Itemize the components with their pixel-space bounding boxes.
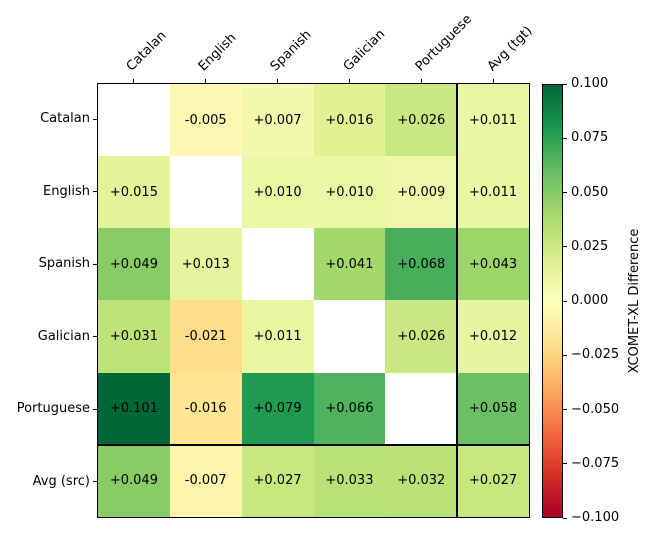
heatmap-cell: +0.016 [313, 84, 386, 157]
heatmap-cell [241, 228, 314, 301]
heatmap-cell: +0.066 [313, 372, 386, 445]
heatmap-cell: +0.010 [241, 156, 314, 229]
heatmap-cell: +0.009 [385, 156, 458, 229]
column-label: Catalan [123, 28, 170, 75]
heatmap-cell: -0.007 [169, 444, 242, 517]
heatmap-cell: -0.021 [169, 300, 242, 373]
colorbar [542, 84, 563, 518]
colorbar-tick-label: −0.075 [571, 455, 620, 471]
colorbar-tick [563, 463, 567, 465]
heatmap-cell: +0.031 [98, 300, 170, 373]
column-tick [276, 78, 278, 83]
row-label: Spanish [38, 256, 90, 272]
heatmap-cell: +0.058 [457, 372, 529, 445]
heatmap-cell: +0.011 [457, 156, 529, 229]
row-label: Portuguese [16, 401, 90, 417]
avg-row-separator-line [98, 443, 529, 446]
row-tick [92, 336, 97, 338]
heatmap-cell: +0.079 [241, 372, 314, 445]
colorbar-tick [563, 517, 567, 519]
heatmap-cell: -0.016 [169, 372, 242, 445]
colorbar-gradient [543, 85, 562, 517]
column-tick [421, 78, 423, 83]
colorbar-tick-label: 0.050 [571, 184, 609, 200]
row-tick [92, 191, 97, 193]
heatmap-cell: +0.027 [241, 444, 314, 517]
heatmap-cell: +0.033 [313, 444, 386, 517]
column-tick [493, 78, 495, 83]
heatmap-cell: +0.026 [385, 84, 458, 157]
colorbar-tick [563, 409, 567, 410]
heatmap-grid: -0.005 +0.007 +0.016 +0.026 +0.011 +0.015 +0.0… [98, 84, 529, 517]
column-tick [132, 78, 134, 83]
heatmap-cell: +0.068 [385, 228, 458, 301]
column-label: English [195, 30, 240, 75]
row-label: English [43, 183, 90, 199]
column-label: Galician [340, 26, 388, 75]
heatmap-cell: +0.012 [457, 300, 529, 373]
colorbar-axis-label: XCOMET-XL Difference [627, 228, 642, 374]
row-tick [92, 118, 97, 120]
heatmap-cell: +0.026 [385, 300, 458, 373]
heatmap-cell: +0.101 [98, 372, 170, 445]
column-label: Spanish [268, 27, 316, 75]
heatmap-cell: -0.005 [169, 84, 242, 157]
heatmap-cell: +0.013 [169, 228, 242, 301]
heatmap-cell: +0.032 [385, 444, 458, 517]
row-tick [92, 408, 97, 410]
colorbar-tick [563, 246, 567, 248]
heatmap-cell: +0.010 [313, 156, 386, 229]
column-tick [204, 78, 206, 83]
column-label: Avg (tgt) [484, 23, 536, 75]
column-tick [349, 78, 351, 83]
colorbar-tick [563, 192, 567, 193]
row-tick [92, 263, 97, 265]
colorbar-tick-label: −0.100 [571, 510, 620, 525]
heatmap-cell: +0.027 [457, 444, 529, 517]
row-label: Galician [37, 328, 90, 344]
heatmap-cell [385, 372, 458, 445]
heatmap-cell: +0.049 [98, 228, 170, 301]
row-tick [92, 481, 97, 483]
heatmap-cell: +0.011 [241, 300, 314, 373]
heatmap-cell [313, 300, 386, 373]
colorbar-tick [563, 83, 567, 85]
avg-column-separator-line [456, 84, 458, 517]
heatmap-cell: +0.011 [457, 84, 529, 157]
colorbar-tick-label: 0.100 [571, 76, 609, 91]
heatmap-cell: +0.015 [98, 156, 170, 229]
heatmap-cell: +0.043 [457, 228, 529, 301]
heatmap-cell [98, 84, 170, 157]
heatmap-cell: +0.007 [241, 84, 314, 157]
heatmap-cell: +0.041 [313, 228, 386, 301]
colorbar-tick-label: 0.075 [571, 130, 609, 146]
colorbar-tick [563, 354, 567, 356]
colorbar-tick-label: 0.025 [571, 238, 609, 254]
column-label: Portuguese [412, 11, 475, 75]
colorbar-tick-label: 0.000 [571, 293, 609, 308]
colorbar-tick-label: −0.025 [571, 347, 620, 363]
row-label: Avg (src) [32, 473, 90, 489]
colorbar-tick-label: −0.050 [571, 401, 620, 417]
colorbar-tick [563, 137, 567, 139]
colorbar-tick [563, 300, 567, 302]
heatmap-cell: +0.049 [98, 444, 170, 517]
row-label: Catalan [40, 111, 90, 127]
heatmap-axes: -0.005 +0.007 +0.016 +0.026 +0.011 +0.015 +0.0… [97, 83, 530, 518]
heatmap-cell [169, 156, 242, 229]
